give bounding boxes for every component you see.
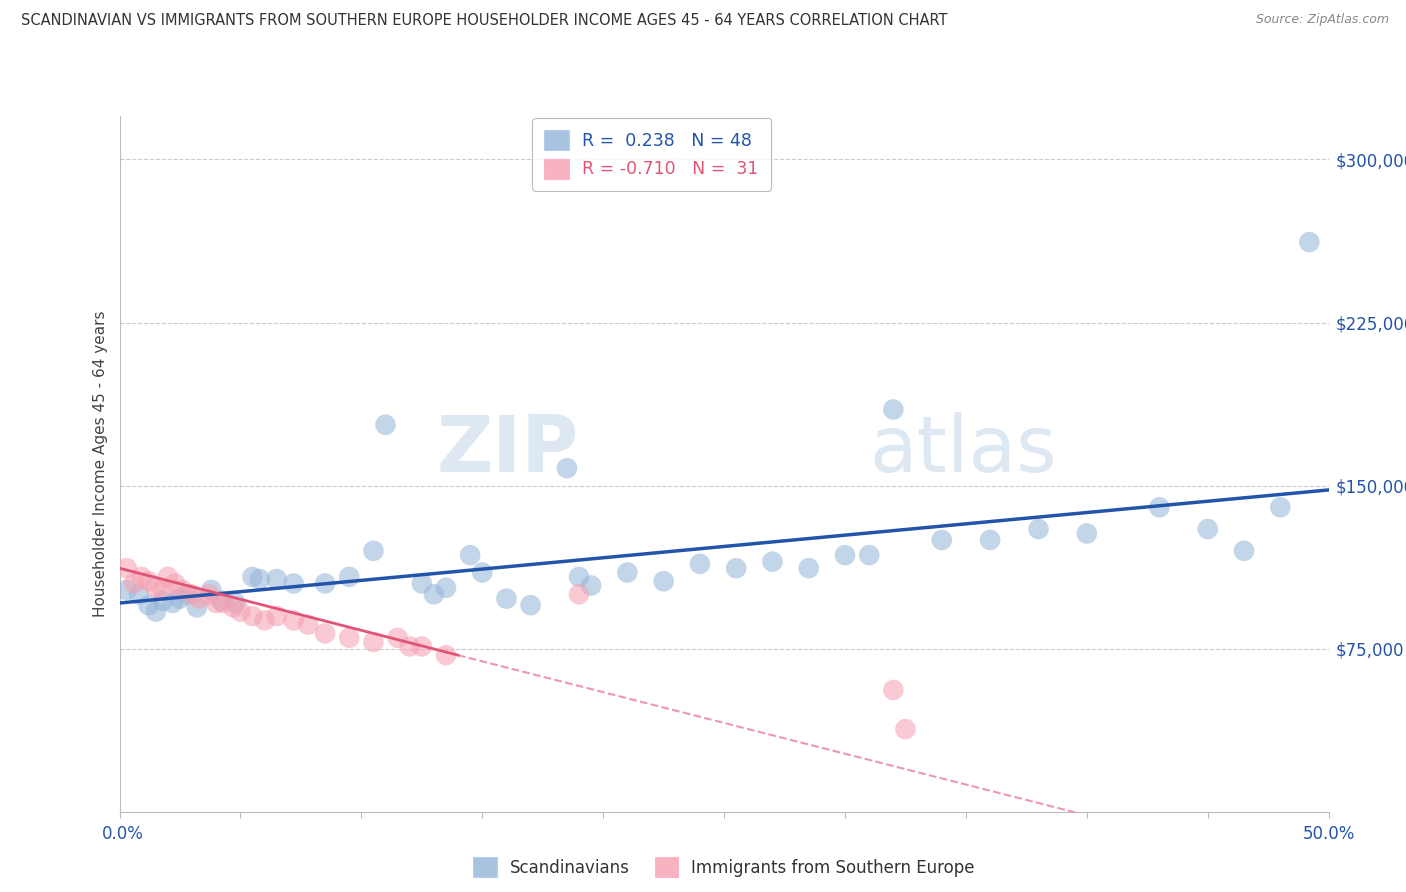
Point xyxy=(797,561,820,575)
Point xyxy=(434,648,457,662)
Point xyxy=(411,576,433,591)
Point xyxy=(363,635,385,649)
Point xyxy=(176,587,198,601)
Point xyxy=(145,581,167,595)
Point xyxy=(249,572,271,586)
Point xyxy=(1233,544,1256,558)
Point xyxy=(616,566,638,580)
Point xyxy=(423,587,446,601)
Point xyxy=(225,596,247,610)
Point xyxy=(374,417,396,432)
Point xyxy=(152,594,174,608)
Point xyxy=(283,614,305,628)
Point xyxy=(181,587,204,601)
Point xyxy=(1028,522,1050,536)
Point xyxy=(229,605,252,619)
Point xyxy=(1149,500,1171,515)
Point xyxy=(363,544,385,558)
Text: 0.0%: 0.0% xyxy=(101,825,143,843)
Text: ZIP: ZIP xyxy=(437,412,579,488)
Point xyxy=(1197,522,1219,536)
Point xyxy=(434,581,457,595)
Point xyxy=(337,631,360,645)
Point xyxy=(689,557,711,571)
Point xyxy=(156,570,179,584)
Point xyxy=(761,555,783,569)
Point xyxy=(205,596,228,610)
Text: 50.0%: 50.0% xyxy=(1302,825,1355,843)
Point xyxy=(209,594,232,608)
Point xyxy=(128,587,150,601)
Point xyxy=(188,591,211,606)
Point xyxy=(138,574,160,589)
Point xyxy=(283,576,305,591)
Point xyxy=(297,617,319,632)
Point xyxy=(1076,526,1098,541)
Point xyxy=(169,591,191,606)
Point xyxy=(725,561,748,575)
Point xyxy=(266,609,288,624)
Point xyxy=(568,570,591,584)
Point xyxy=(882,402,904,417)
Point xyxy=(834,548,856,562)
Point xyxy=(152,582,174,597)
Point xyxy=(471,566,494,580)
Point xyxy=(242,570,264,584)
Y-axis label: Householder Income Ages 45 - 64 years: Householder Income Ages 45 - 64 years xyxy=(93,310,108,617)
Point xyxy=(652,574,675,589)
Point xyxy=(411,640,433,654)
Point xyxy=(242,609,264,624)
Point xyxy=(894,722,917,736)
Point xyxy=(568,587,591,601)
Point xyxy=(555,461,578,475)
Point xyxy=(387,631,409,645)
Point xyxy=(337,570,360,584)
Point xyxy=(314,576,336,591)
Text: SCANDINAVIAN VS IMMIGRANTS FROM SOUTHERN EUROPE HOUSEHOLDER INCOME AGES 45 - 64 : SCANDINAVIAN VS IMMIGRANTS FROM SOUTHERN… xyxy=(21,13,948,29)
Point xyxy=(172,582,194,597)
Point xyxy=(495,591,517,606)
Point xyxy=(979,533,1001,547)
Point xyxy=(115,561,138,575)
Point xyxy=(398,640,420,654)
Point xyxy=(222,600,245,615)
Point xyxy=(129,570,152,584)
Point xyxy=(162,596,184,610)
Point xyxy=(931,533,953,547)
Point xyxy=(458,548,481,562)
Point xyxy=(115,582,138,597)
Point xyxy=(165,576,187,591)
Text: Source: ZipAtlas.com: Source: ZipAtlas.com xyxy=(1256,13,1389,27)
Point xyxy=(1298,235,1320,249)
Point xyxy=(145,605,167,619)
Legend: Scandinavians, Immigrants from Southern Europe: Scandinavians, Immigrants from Southern … xyxy=(467,851,981,883)
Point xyxy=(200,582,222,597)
Point xyxy=(186,600,208,615)
Point xyxy=(212,596,235,610)
Point xyxy=(314,626,336,640)
Point xyxy=(882,683,904,698)
Point xyxy=(266,572,288,586)
Text: atlas: atlas xyxy=(869,412,1057,488)
Point xyxy=(198,587,221,601)
Point xyxy=(138,598,160,612)
Point xyxy=(253,614,276,628)
Point xyxy=(579,579,602,593)
Point xyxy=(858,548,880,562)
Point xyxy=(519,598,541,612)
Point xyxy=(122,576,145,591)
Point xyxy=(1270,500,1292,515)
